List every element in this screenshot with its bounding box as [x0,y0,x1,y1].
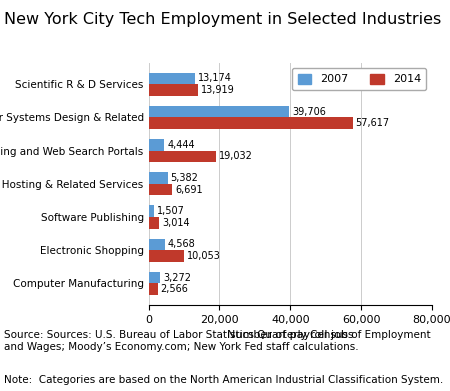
Text: 3,014: 3,014 [162,218,189,228]
Text: 13,919: 13,919 [201,85,234,95]
Bar [148,184,172,196]
Text: 1,507: 1,507 [157,206,184,216]
Text: 10,053: 10,053 [187,251,221,261]
Bar [148,217,159,229]
Bar [148,283,157,295]
Text: 6,691: 6,691 [175,185,202,195]
Bar [148,117,353,129]
Bar [148,272,160,283]
Text: 19,032: 19,032 [219,151,252,161]
Bar [148,250,184,262]
Text: Source: Sources: U.S. Bureau of Labor Statistics Quarterly Census of Employment
: Source: Sources: U.S. Bureau of Labor St… [4,330,431,352]
Bar [148,172,167,184]
Text: 3,272: 3,272 [163,273,191,283]
Text: 5,382: 5,382 [171,173,198,183]
Text: Note:  Categories are based on the North American Industrial Classification Syst: Note: Categories are based on the North … [4,375,444,386]
Bar [148,151,216,162]
Bar [148,139,164,151]
Text: 13,174: 13,174 [198,74,232,83]
Bar [148,106,289,117]
Text: 4,568: 4,568 [167,239,195,249]
Legend: 2007, 2014: 2007, 2014 [292,68,427,90]
Text: New York City Tech Employment in Selected Industries: New York City Tech Employment in Selecte… [4,12,442,27]
Bar [148,205,154,217]
Bar [148,239,165,250]
Text: 2,566: 2,566 [161,284,188,294]
Text: 39,706: 39,706 [292,106,326,117]
Text: 4,444: 4,444 [167,140,195,150]
Bar [148,84,198,96]
X-axis label: Number of payroll jobs: Number of payroll jobs [227,330,354,340]
Bar [148,72,195,84]
Text: 57,617: 57,617 [356,118,390,128]
